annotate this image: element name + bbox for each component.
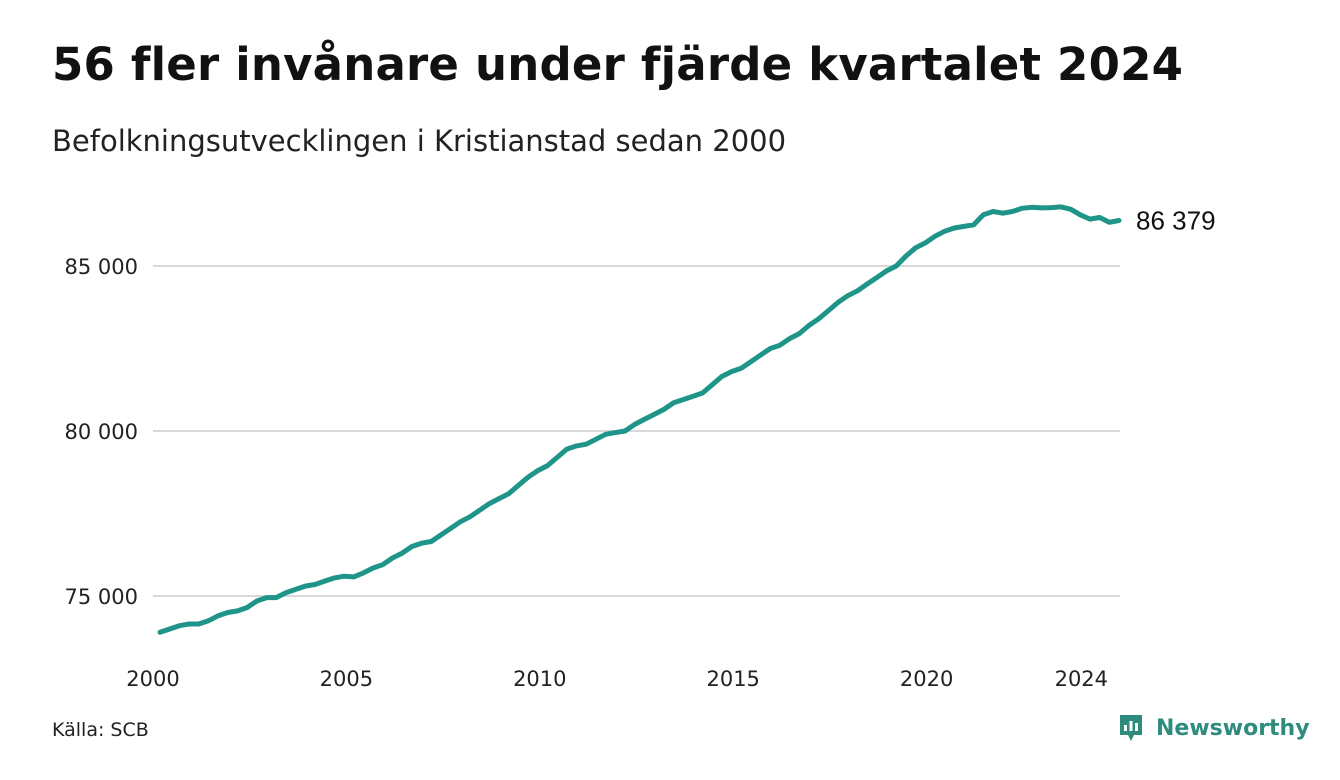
y-tick-label-1: 80 000	[65, 420, 138, 444]
source-note: Källa: SCB	[52, 719, 149, 741]
newsworthy-logo-text: Newsworthy	[1156, 715, 1310, 741]
series-line	[157, 204, 1122, 635]
y-tick-label-2: 85 000	[65, 255, 138, 279]
chart-subtitle: Befolkningsutvecklingen i Kristianstad s…	[52, 124, 787, 158]
x-tick-label-0: 2000	[126, 667, 179, 691]
x-tick-label-2: 2010	[513, 667, 566, 691]
x-tick-label-1: 2005	[320, 667, 373, 691]
newsworthy-logo: Newsworthy	[1118, 713, 1310, 743]
newsworthy-logo-icon	[1120, 715, 1142, 741]
end-value-label: 86 379	[1136, 205, 1216, 235]
y-tick-label-0: 75 000	[65, 585, 138, 609]
chart-title: 56 fler invånare under fjärde kvartalet …	[52, 38, 1184, 91]
x-tick-label-5: 2024	[1055, 667, 1108, 691]
x-tick-label-4: 2020	[900, 667, 953, 691]
x-tick-label-3: 2015	[706, 667, 759, 691]
